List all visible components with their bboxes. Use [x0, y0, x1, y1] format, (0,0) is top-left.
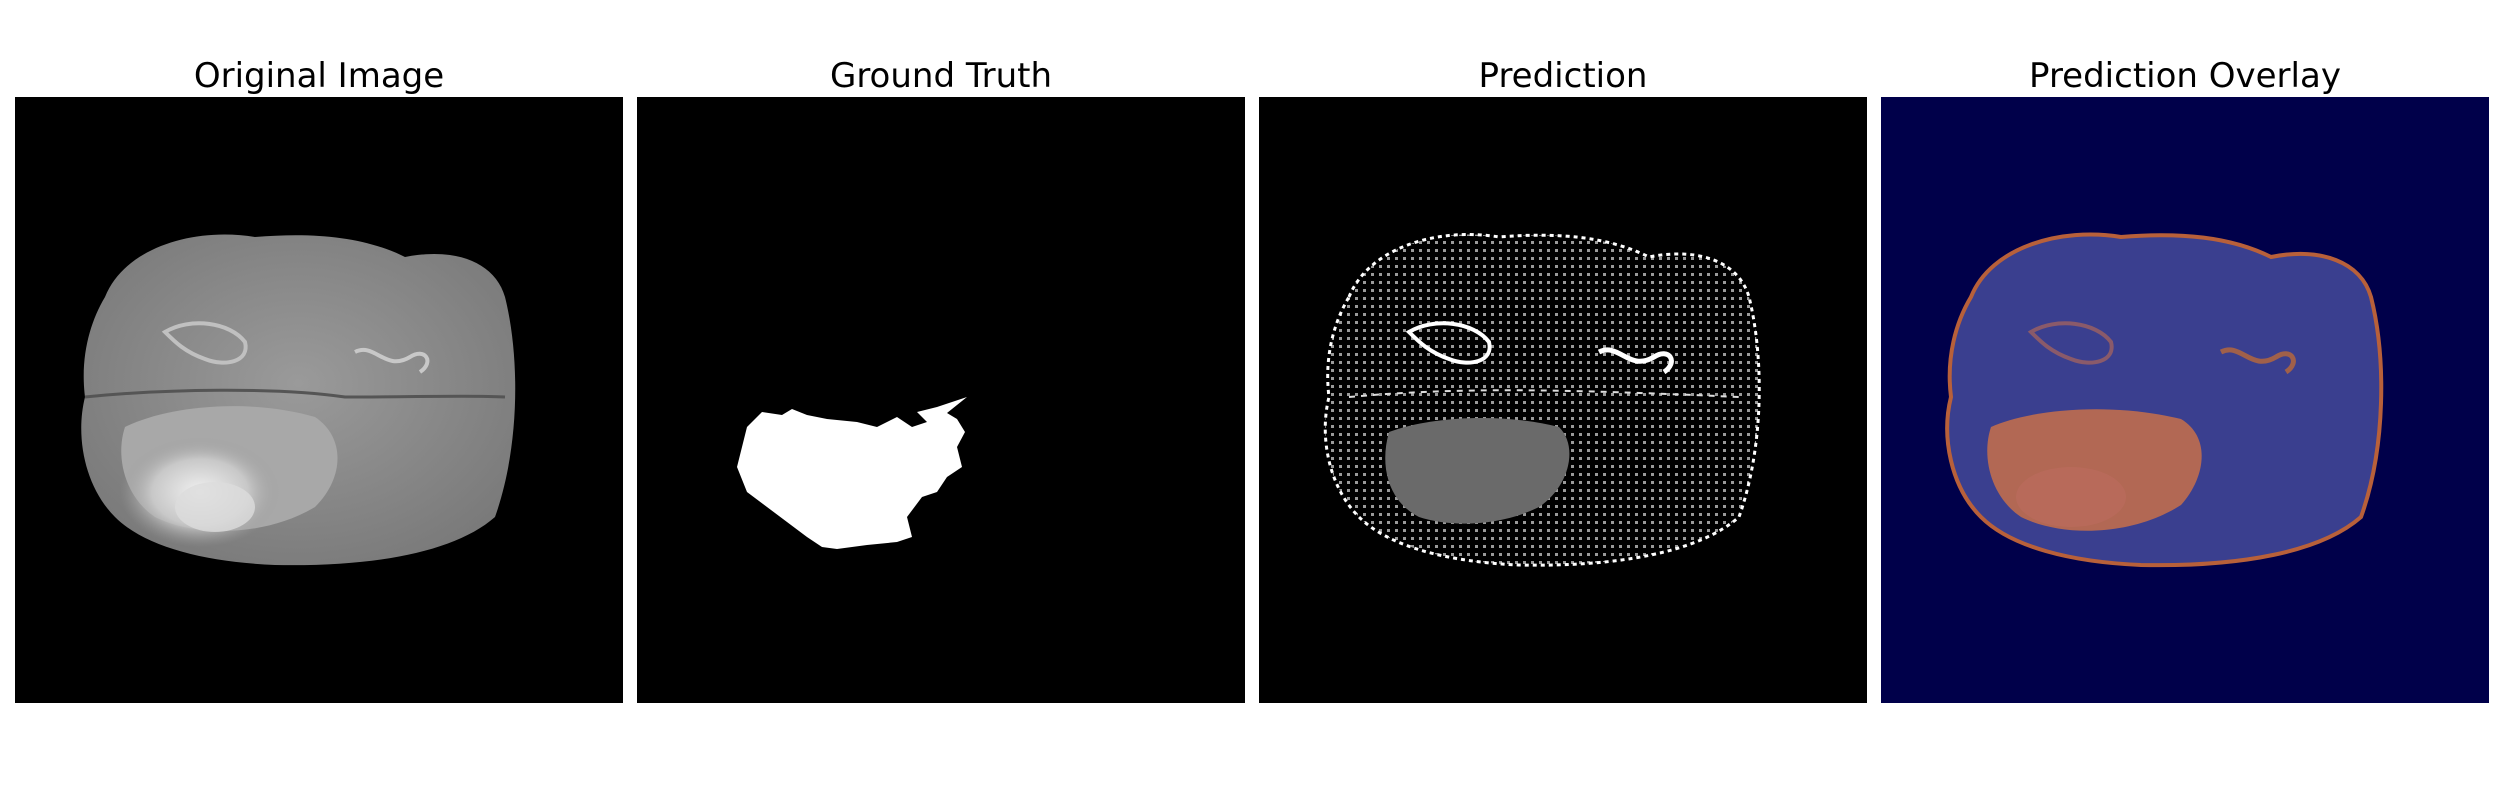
panel-prediction: Prediction: [1259, 0, 1867, 800]
ground-truth-spike: [937, 397, 967, 417]
ventricle-left: [161, 321, 248, 365]
panel-title-original: Original Image: [193, 56, 445, 96]
ground-truth-image: [637, 97, 1245, 703]
ground-truth-svg: [737, 397, 967, 549]
panel-title-prediction: Prediction: [1478, 56, 1648, 96]
original-image-svg: [81, 234, 516, 566]
prediction-outline: [1323, 233, 1761, 567]
prediction-midline: [1348, 389, 1740, 398]
original-image: [15, 97, 623, 703]
prediction-svg: [1323, 233, 1761, 567]
prediction-overlay-image: [1881, 97, 2489, 703]
prediction-ventricle: [1405, 321, 1492, 365]
prediction-edema: [1385, 417, 1570, 524]
panel-original-image: Original Image: [15, 0, 623, 800]
tumor-core: [175, 482, 255, 532]
panel-prediction-overlay: Prediction Overlay: [1881, 0, 2489, 800]
ground-truth-mask: [737, 407, 965, 549]
overlay-vessel: [2219, 347, 2296, 375]
prediction-overlay-svg: [1881, 97, 2489, 703]
panel-title-ground-truth: Ground Truth: [829, 56, 1053, 96]
vessel: [354, 348, 430, 374]
overlay-tumor-core: [2016, 467, 2126, 527]
prediction-vessel: [1597, 347, 1674, 375]
midline: [84, 388, 506, 399]
overlay-ventricle: [2027, 321, 2114, 365]
prediction-image: [1259, 97, 1867, 703]
overlay-brain: [1945, 232, 2384, 568]
panel-title-prediction-overlay: Prediction Overlay: [2029, 56, 2341, 96]
panel-ground-truth: Ground Truth: [637, 0, 1245, 800]
